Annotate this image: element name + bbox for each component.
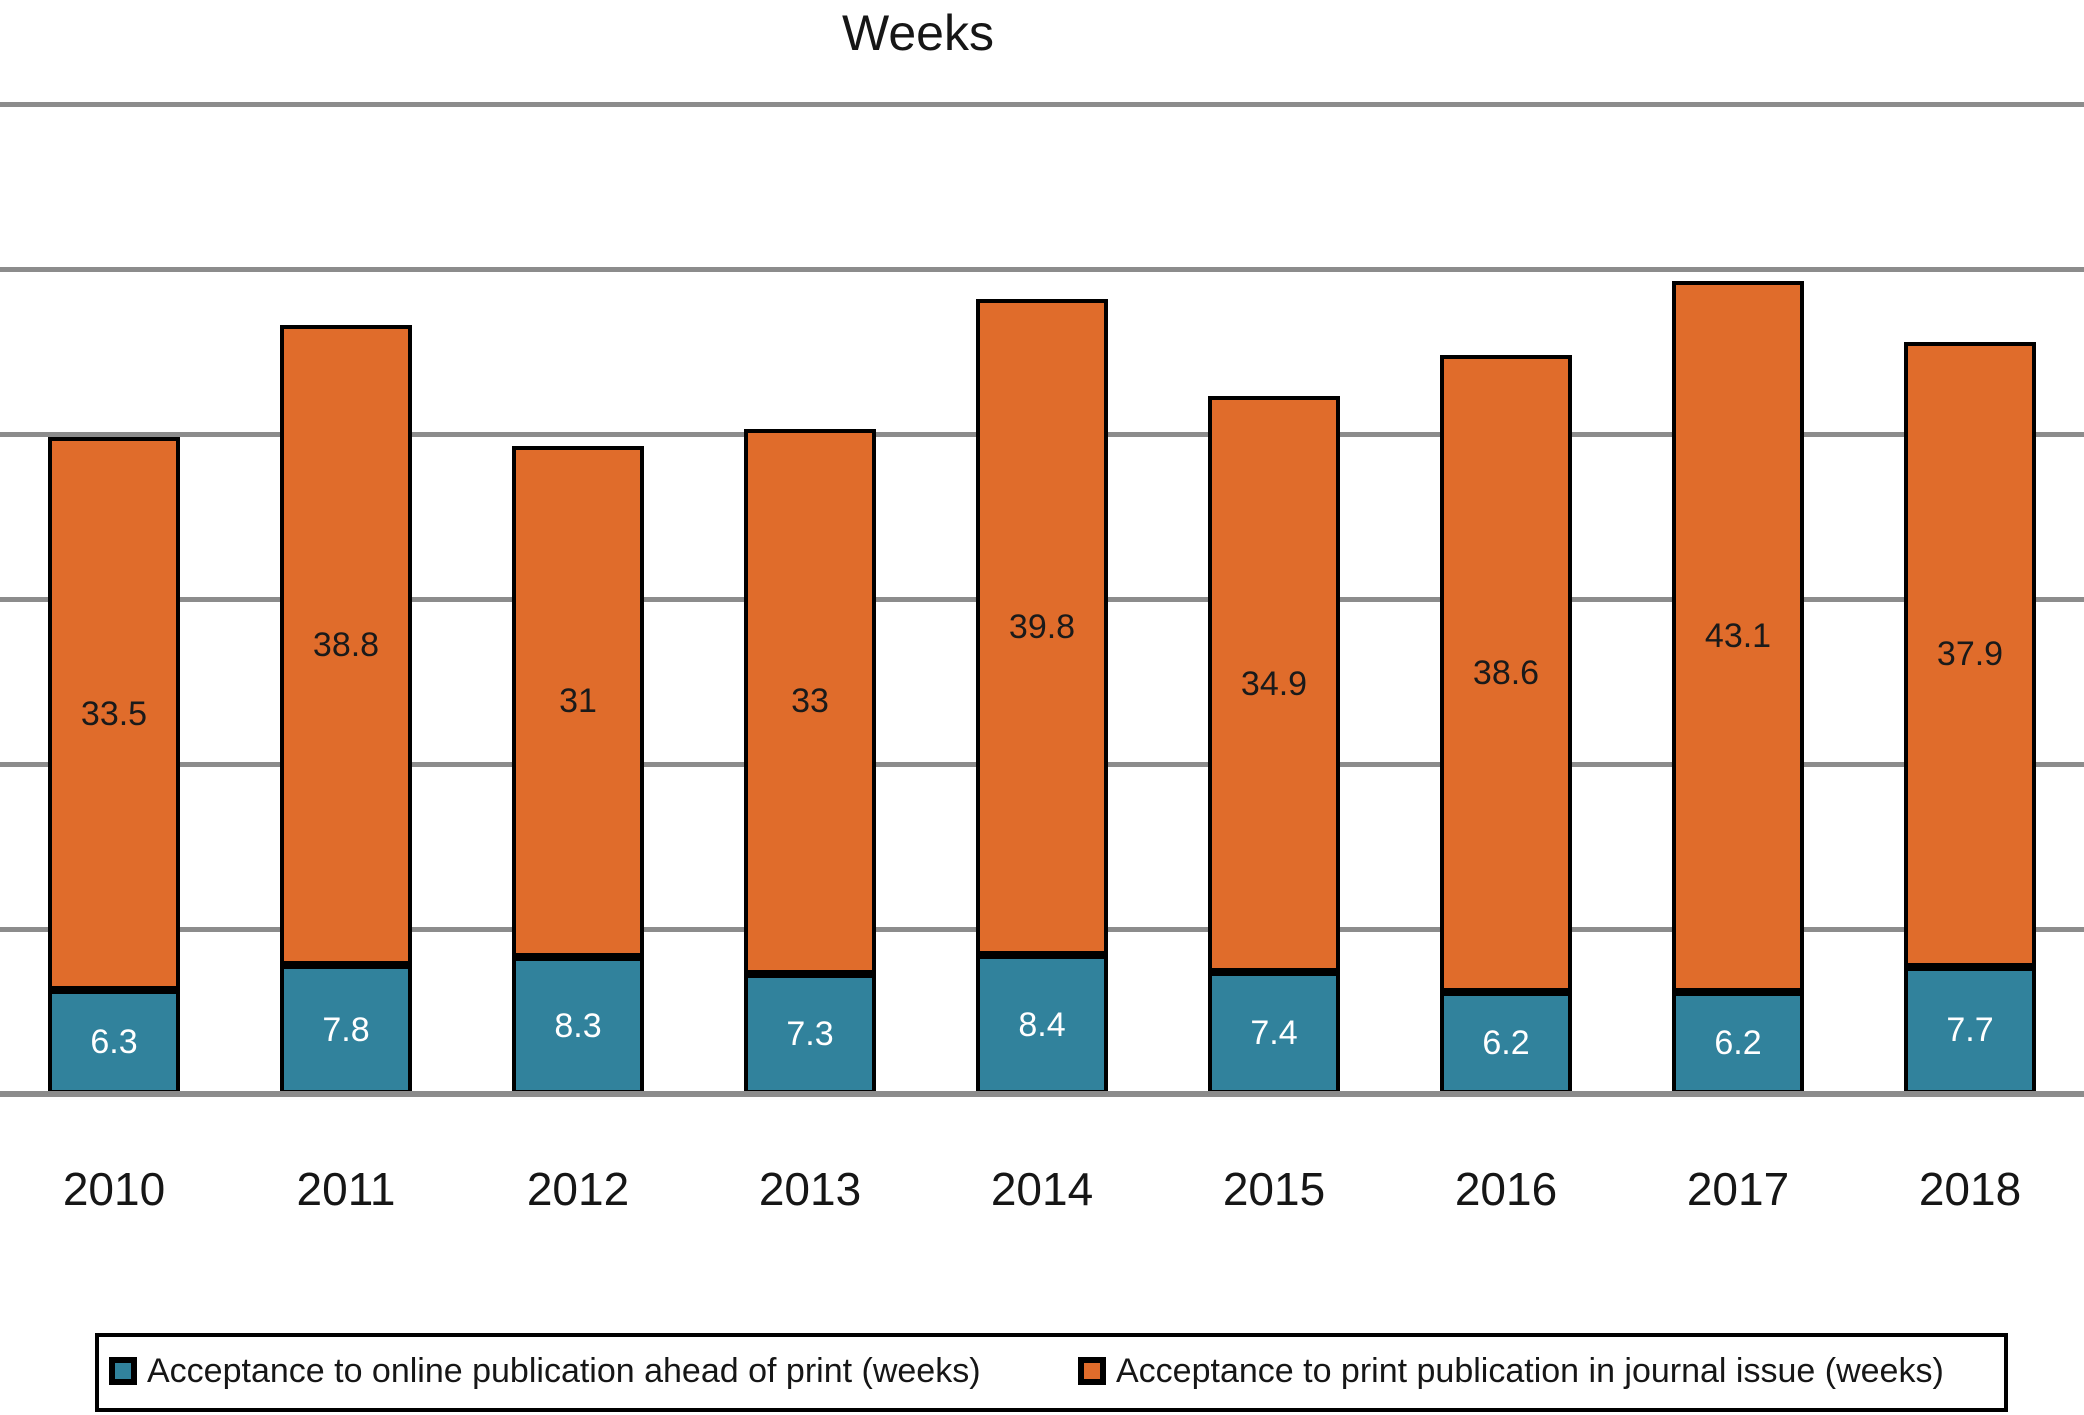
bar-value-label-online-2012: 8.3 xyxy=(554,1006,602,1045)
bar-segment-print-2014: 39.8 xyxy=(976,298,1108,956)
bar-segment-online-2012: 8.3 xyxy=(512,957,644,1094)
legend-swatch-online xyxy=(109,1357,137,1385)
bar-segment-print-2012: 31 xyxy=(512,445,644,958)
bar-value-label-print-2016: 38.6 xyxy=(1472,654,1540,693)
legend-item-print: Acceptance to print publication in journ… xyxy=(1078,1347,1944,1395)
bar-value-label-print-2018: 37.9 xyxy=(1936,635,2004,674)
legend-label-online: Acceptance to online publication ahead o… xyxy=(147,1351,981,1390)
bar-segment-online-2011: 7.8 xyxy=(280,965,412,1094)
gridline-60 xyxy=(0,102,2084,107)
bar-segment-print-2018: 37.9 xyxy=(1904,341,2036,967)
x-axis-label-2018: 2018 xyxy=(1918,1163,2022,1215)
bar-value-label-print-2015: 34.9 xyxy=(1240,664,1308,703)
bar-value-label-online-2010: 6.3 xyxy=(90,1023,138,1062)
bar-segment-online-2014: 8.4 xyxy=(976,955,1108,1094)
legend-label-print: Acceptance to print publication in journ… xyxy=(1116,1351,1944,1390)
bar-value-label-online-2018: 7.7 xyxy=(1946,1011,1994,1050)
bar-segment-print-2010: 33.5 xyxy=(48,437,180,991)
legend-swatch-print xyxy=(1078,1357,1106,1385)
legend-item-online: Acceptance to online publication ahead o… xyxy=(109,1347,981,1395)
bar-segment-print-2015: 34.9 xyxy=(1208,396,1340,972)
bar-segment-online-2018: 7.7 xyxy=(1904,966,2036,1094)
bar-segment-print-2017: 43.1 xyxy=(1672,280,1804,992)
bar-segment-print-2013: 33 xyxy=(744,429,876,974)
x-axis-label-2013: 2013 xyxy=(758,1163,862,1215)
bar-value-label-print-2014: 39.8 xyxy=(1008,608,1076,647)
bar-segment-print-2016: 38.6 xyxy=(1440,354,1572,992)
bar-segment-online-2015: 7.4 xyxy=(1208,971,1340,1094)
bar-segment-online-2016: 6.2 xyxy=(1440,991,1572,1094)
bar-value-label-print-2012: 31 xyxy=(559,682,597,721)
chart-title: Weeks xyxy=(842,5,994,61)
x-axis-label-2010: 2010 xyxy=(62,1163,166,1215)
bar-value-label-print-2017: 43.1 xyxy=(1704,617,1772,656)
bar-value-label-online-2016: 6.2 xyxy=(1482,1023,1530,1062)
bar-segment-online-2017: 6.2 xyxy=(1672,991,1804,1094)
bar-value-label-online-2015: 7.4 xyxy=(1250,1013,1298,1052)
bar-value-label-online-2013: 7.3 xyxy=(786,1014,834,1053)
bar-value-label-print-2013: 33 xyxy=(791,682,829,721)
bar-value-label-print-2010: 33.5 xyxy=(80,694,148,733)
bar-value-label-online-2011: 7.8 xyxy=(322,1010,370,1049)
x-axis-label-2015: 2015 xyxy=(1222,1163,1326,1215)
x-axis-label-2011: 2011 xyxy=(296,1163,396,1215)
legend-box: Acceptance to online publication ahead o… xyxy=(95,1333,2008,1412)
x-axis-label-2016: 2016 xyxy=(1454,1163,1558,1215)
bar-value-label-online-2017: 6.2 xyxy=(1714,1023,1762,1062)
bar-segment-online-2010: 6.3 xyxy=(48,990,180,1094)
bar-value-label-online-2014: 8.4 xyxy=(1018,1005,1066,1044)
bar-value-label-print-2011: 38.8 xyxy=(312,626,380,665)
x-axis-label-2012: 2012 xyxy=(526,1163,630,1215)
bar-segment-print-2011: 38.8 xyxy=(280,325,412,966)
x-axis-label-2017: 2017 xyxy=(1686,1163,1790,1215)
gridline-50 xyxy=(0,267,2084,272)
x-axis-label-2014: 2014 xyxy=(990,1163,1094,1215)
x-axis-line xyxy=(0,1091,2084,1097)
bar-segment-online-2013: 7.3 xyxy=(744,973,876,1094)
